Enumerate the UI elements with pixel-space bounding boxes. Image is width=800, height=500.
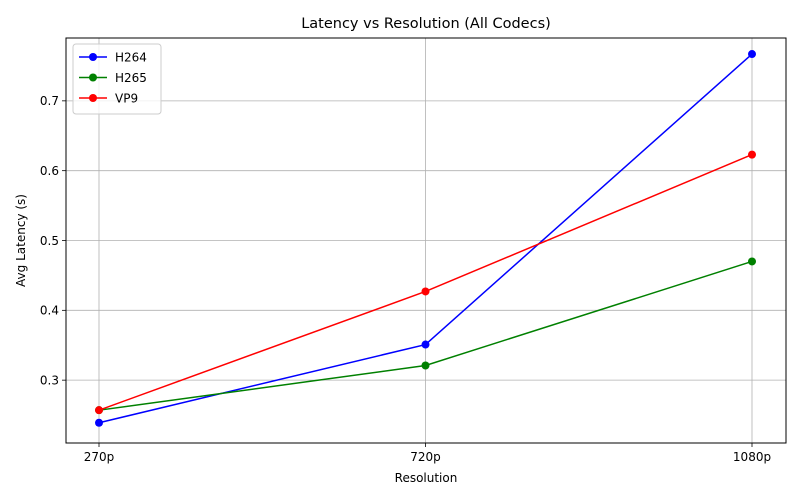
legend-marker: [89, 53, 97, 61]
legend: H264 H265 VP9: [72, 43, 162, 115]
x-axis-ticks: 270p 720p 1080p: [84, 443, 771, 464]
chart-title: Latency vs Resolution (All Codecs): [301, 16, 551, 32]
data-point-vp9: [95, 406, 103, 415]
y-tick-label: 0.3: [40, 373, 59, 387]
series-lines: [95, 50, 756, 427]
legend-label: VP9: [115, 91, 138, 105]
data-point-vp9: [748, 150, 756, 159]
legend-item-vp9: VP9: [79, 91, 138, 105]
y-tick-label: 0.7: [40, 94, 59, 108]
series-h264: [95, 50, 756, 427]
legend-marker: [89, 73, 97, 82]
y-tick-label: 0.6: [40, 164, 59, 178]
x-tick-label: 720p: [410, 450, 441, 464]
y-tick-label: 0.4: [40, 304, 59, 318]
legend-label: H264: [115, 50, 147, 64]
data-point-vp9: [421, 287, 430, 296]
data-point-h264: [421, 340, 430, 349]
data-point-h265: [748, 257, 756, 266]
legend-marker: [89, 94, 97, 102]
legend-label: H265: [115, 71, 147, 85]
legend-item-h264: H264: [79, 50, 147, 64]
data-point-h265: [421, 361, 430, 370]
grid-lines: [66, 38, 786, 443]
data-point-h264: [748, 50, 756, 59]
data-point-h264: [95, 418, 103, 427]
series-vp9: [95, 150, 756, 415]
y-tick-label: 0.5: [40, 234, 59, 248]
x-tick-label: 270p: [84, 450, 115, 464]
y-axis-ticks: 0.3 0.4 0.5 0.6 0.7: [40, 94, 66, 387]
y-axis-title: Avg Latency (s): [14, 194, 28, 287]
x-tick-label: 1080p: [733, 450, 771, 464]
x-axis-title: Resolution: [395, 471, 458, 485]
legend-item-h265: H265: [79, 71, 147, 85]
